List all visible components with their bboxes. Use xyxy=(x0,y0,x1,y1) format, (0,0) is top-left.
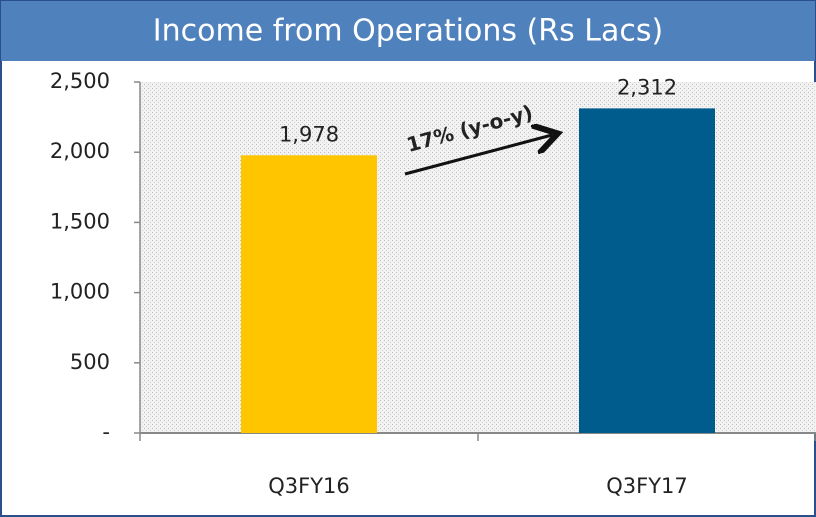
y-tick-label: 1,000 xyxy=(50,280,110,304)
bar xyxy=(579,108,715,433)
data-label: 2,312 xyxy=(617,75,677,99)
y-tick-label: 2,000 xyxy=(50,139,110,163)
data-label: 1,978 xyxy=(279,122,339,146)
bar xyxy=(241,155,377,433)
arrow xyxy=(404,135,552,176)
y-tick-label: - xyxy=(102,420,110,444)
title-banner xyxy=(1,1,815,61)
chart-title: Income from Operations (Rs Lacs) xyxy=(153,14,663,49)
y-tick-label: 1,500 xyxy=(50,209,110,233)
y-tick-label: 500 xyxy=(70,350,110,374)
y-tick-label: 2,500 xyxy=(50,69,110,93)
x-tick-label: Q3FY16 xyxy=(268,474,350,498)
x-tick-label: Q3FY17 xyxy=(606,474,688,498)
